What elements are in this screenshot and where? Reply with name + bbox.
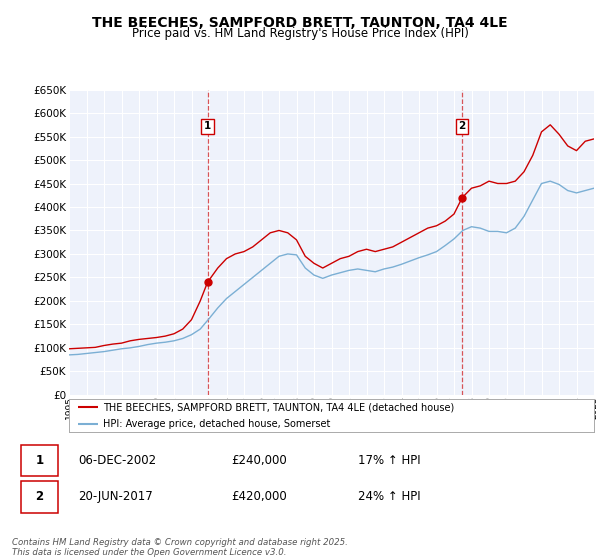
Text: 20-JUN-2017: 20-JUN-2017 (78, 491, 153, 503)
Text: 1: 1 (204, 121, 211, 131)
Text: THE BEECHES, SAMPFORD BRETT, TAUNTON, TA4 4LE: THE BEECHES, SAMPFORD BRETT, TAUNTON, TA… (92, 16, 508, 30)
Text: 17% ↑ HPI: 17% ↑ HPI (358, 454, 420, 467)
Text: £240,000: £240,000 (231, 454, 287, 467)
Text: 1: 1 (35, 454, 43, 467)
Text: Contains HM Land Registry data © Crown copyright and database right 2025.
This d: Contains HM Land Registry data © Crown c… (12, 538, 348, 557)
Text: HPI: Average price, detached house, Somerset: HPI: Average price, detached house, Some… (103, 418, 331, 428)
FancyBboxPatch shape (20, 481, 58, 512)
FancyBboxPatch shape (20, 445, 58, 477)
Text: 2: 2 (458, 121, 466, 131)
Text: 24% ↑ HPI: 24% ↑ HPI (358, 491, 420, 503)
Text: 06-DEC-2002: 06-DEC-2002 (78, 454, 157, 467)
Text: Price paid vs. HM Land Registry's House Price Index (HPI): Price paid vs. HM Land Registry's House … (131, 27, 469, 40)
Text: 2: 2 (35, 491, 43, 503)
Text: £420,000: £420,000 (231, 491, 287, 503)
Text: THE BEECHES, SAMPFORD BRETT, TAUNTON, TA4 4LE (detached house): THE BEECHES, SAMPFORD BRETT, TAUNTON, TA… (103, 403, 454, 413)
